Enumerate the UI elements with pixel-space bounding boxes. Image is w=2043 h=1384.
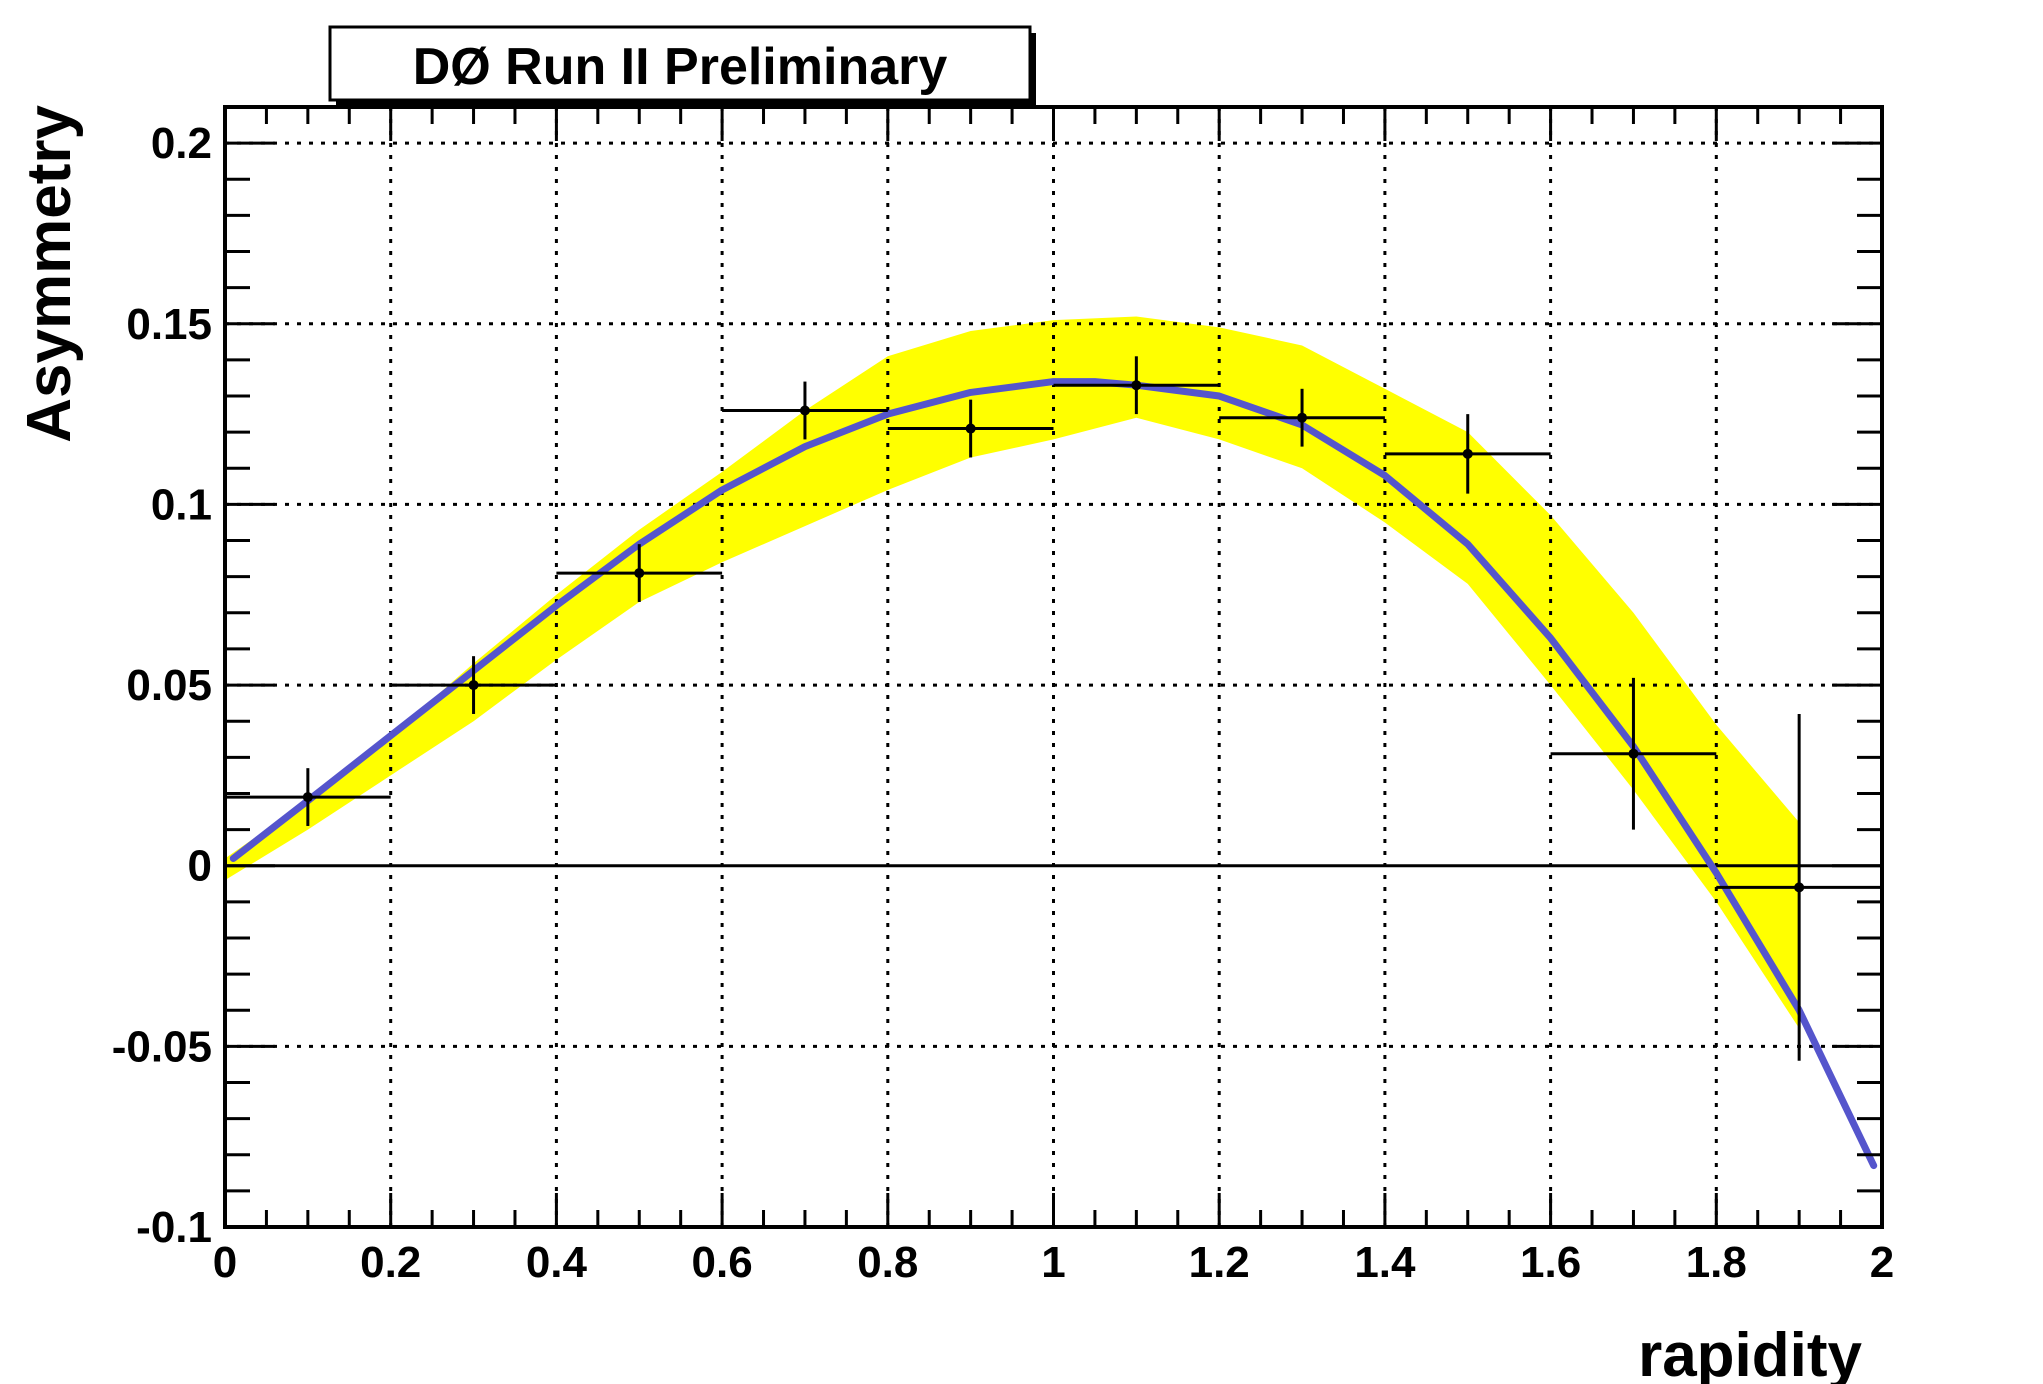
y-tick-label-1: -0.05: [112, 1022, 212, 1071]
marker-4: [965, 423, 976, 434]
data-point-4: [887, 399, 1054, 458]
fit-curve: [229, 378, 1878, 1170]
x-tick-label-0: 0: [213, 1238, 237, 1287]
marker-0: [302, 792, 313, 803]
x-tick-label-5: 1: [1041, 1238, 1065, 1287]
y-axis-title: Asymmetry: [15, 104, 84, 442]
y-tick-label-2: 0: [188, 842, 212, 891]
data-point-9: [1716, 713, 1882, 1061]
title-box-frame: [328, 25, 1032, 102]
data-point-0: [225, 768, 391, 826]
x-tick-label-7: 1.4: [1354, 1238, 1416, 1287]
data-point-2: [556, 544, 723, 602]
x-tick-label-8: 1.6: [1520, 1238, 1581, 1287]
data-point-8: [1550, 677, 1717, 830]
x-tick-label-3: 0.6: [692, 1238, 753, 1287]
data-point-3: [722, 381, 888, 440]
data-point-7: [1384, 414, 1551, 494]
marker-8: [1628, 748, 1639, 759]
axis-ticks-layer: [223, 105, 1884, 1229]
data-point-1: [390, 656, 557, 714]
marker-6: [1297, 412, 1308, 423]
data-points-layer: [225, 356, 1882, 1061]
x-tick-label-9: 1.8: [1686, 1238, 1747, 1287]
x-tick-label-10: 2: [1870, 1238, 1894, 1287]
marker-1: [468, 680, 479, 691]
y-tick-label-4: 0.1: [151, 480, 212, 529]
marker-7: [1462, 448, 1473, 459]
y-tick-label-5: 0.15: [126, 300, 212, 349]
x-tick-label-4: 0.8: [857, 1238, 918, 1287]
marker-9: [1794, 882, 1805, 893]
y-tick-label-6: 0.2: [151, 119, 212, 168]
y-tick-label-0: -0.1: [136, 1203, 212, 1252]
x-tick-label-6: 1.2: [1189, 1238, 1250, 1287]
y-tick-label-3: 0.05: [126, 661, 212, 710]
x-axis-title: rapidity: [1638, 1321, 1862, 1384]
x-tick-labels: 0 0.2 0.4 0.6 0.8 1 1.2 1.4 1.6 1.8 2: [213, 1238, 1894, 1287]
title-box: DØ Run II Preliminary: [328, 25, 1036, 106]
data-point-5: [1053, 356, 1220, 415]
x-tick-label-1: 0.2: [360, 1238, 421, 1287]
y-tick-labels: -0.1 -0.05 0 0.05 0.1 0.15 0.2: [112, 119, 212, 1252]
marker-2: [634, 568, 645, 579]
chart-title: DØ Run II Preliminary: [413, 38, 948, 96]
fit-curve-layer: [229, 378, 1878, 1170]
marker-3: [799, 405, 810, 416]
x-tick-label-2: 0.4: [526, 1238, 588, 1287]
marker-5: [1131, 380, 1142, 391]
data-point-6: [1219, 388, 1385, 447]
